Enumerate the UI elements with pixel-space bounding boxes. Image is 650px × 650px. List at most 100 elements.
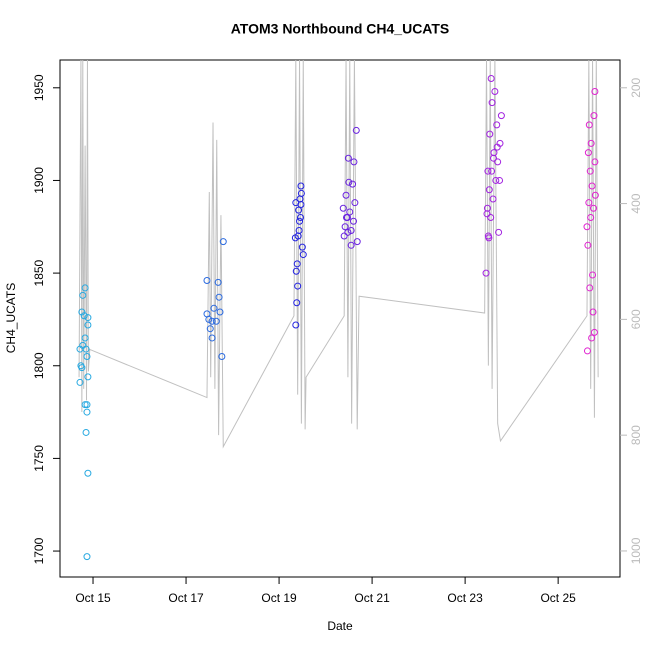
- x-tick-label: Oct 21: [354, 591, 390, 605]
- point: [76, 378, 84, 386]
- point: [489, 154, 497, 162]
- point: [342, 191, 350, 199]
- y2-tick-label: 600: [629, 309, 643, 329]
- point: [78, 364, 86, 372]
- point: [345, 178, 353, 186]
- point: [589, 308, 597, 316]
- point: [585, 199, 593, 207]
- point: [485, 234, 493, 242]
- point: [492, 176, 500, 184]
- point: [80, 312, 88, 320]
- y2-tick-label: 200: [629, 77, 643, 97]
- point: [497, 112, 505, 120]
- y-tick-label: 1750: [32, 445, 46, 472]
- point: [84, 469, 92, 477]
- x-tick-label: Oct 19: [261, 591, 297, 605]
- plot-frame: [59, 59, 621, 578]
- point: [81, 334, 89, 342]
- point: [212, 317, 220, 325]
- point: [208, 334, 216, 342]
- pressure-line: [78, 60, 599, 449]
- point: [584, 241, 592, 249]
- point: [216, 308, 224, 316]
- x-tick-label: Oct 17: [168, 591, 204, 605]
- point: [84, 321, 92, 329]
- point: [295, 226, 303, 234]
- x-axis-label: Date: [327, 619, 353, 633]
- point: [341, 223, 349, 231]
- point: [83, 553, 91, 561]
- y-axis-label: CH4_UCATS: [4, 283, 18, 353]
- point: [215, 293, 223, 301]
- point: [496, 176, 504, 184]
- point: [203, 277, 211, 285]
- point: [488, 99, 496, 107]
- point: [588, 182, 596, 190]
- point: [587, 139, 595, 147]
- point: [590, 328, 598, 336]
- point: [293, 299, 301, 307]
- point: [584, 149, 592, 157]
- point: [298, 243, 306, 251]
- x-tick-label: Oct 23: [447, 591, 483, 605]
- point: [82, 428, 90, 436]
- point: [84, 314, 92, 322]
- point: [83, 352, 91, 360]
- point: [583, 347, 591, 355]
- point: [487, 75, 495, 83]
- point: [206, 325, 214, 333]
- point: [347, 241, 355, 249]
- y-tick-label: 1900: [32, 167, 46, 194]
- point: [84, 373, 92, 381]
- point: [81, 401, 89, 409]
- point: [299, 251, 307, 259]
- y-tick-label: 1950: [32, 74, 46, 101]
- point: [208, 317, 216, 325]
- point: [344, 154, 352, 162]
- point: [482, 269, 490, 277]
- y2-tick-label: 400: [629, 193, 643, 213]
- point: [349, 217, 357, 225]
- point: [488, 167, 496, 175]
- point: [493, 143, 501, 151]
- point: [591, 191, 599, 199]
- point: [292, 267, 300, 275]
- point: [487, 214, 495, 222]
- point: [218, 352, 226, 360]
- point: [81, 284, 89, 292]
- point: [494, 158, 502, 166]
- point: [495, 228, 503, 236]
- point: [296, 214, 304, 222]
- point: [493, 121, 501, 129]
- point: [586, 167, 594, 175]
- point: [78, 308, 86, 316]
- point: [297, 182, 305, 190]
- y-tick-label: 1700: [32, 537, 46, 564]
- point: [589, 204, 597, 212]
- point: [79, 291, 87, 299]
- point: [292, 199, 300, 207]
- point: [351, 199, 359, 207]
- point: [214, 278, 222, 286]
- y2-tick-label: 1000: [629, 537, 643, 564]
- y-tick-label: 1800: [32, 352, 46, 379]
- point: [489, 195, 497, 203]
- point: [589, 271, 597, 279]
- point: [350, 158, 358, 166]
- x-tick-label: Oct 25: [540, 591, 576, 605]
- point: [292, 321, 300, 329]
- point: [294, 282, 302, 290]
- point: [588, 334, 596, 342]
- point: [293, 260, 301, 268]
- point: [591, 158, 599, 166]
- point: [83, 401, 91, 409]
- point: [587, 214, 595, 222]
- point: [219, 238, 227, 246]
- plot-area: [76, 60, 599, 561]
- point: [343, 214, 351, 222]
- point: [83, 408, 91, 416]
- point: [485, 186, 493, 194]
- chart-title: ATOM3 Northbound CH4_UCATS: [231, 21, 450, 37]
- point: [349, 180, 357, 188]
- point: [347, 226, 355, 234]
